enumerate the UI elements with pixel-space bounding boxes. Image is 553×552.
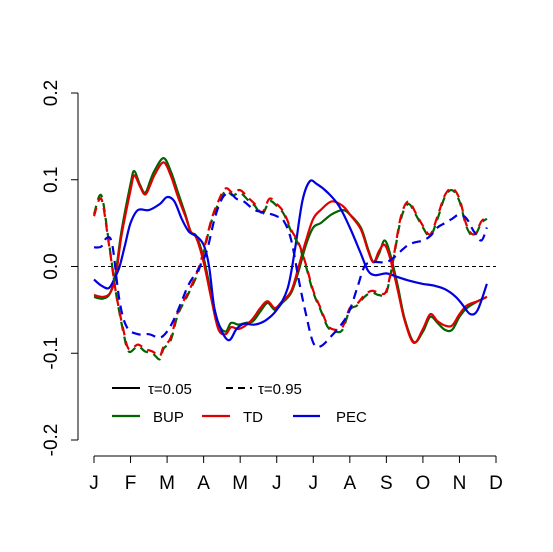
pec-lower-quantile-line: [93, 179, 488, 342]
axes: -0.2 -0.1 0.0 0.1 0.2 J F M A M J J A S O N D: [41, 80, 503, 494]
series-lines: [92, 157, 488, 361]
x-tick-label: A: [197, 473, 210, 494]
y-tick-label: 0.2: [41, 80, 62, 106]
td-upper-quantile-line: [92, 187, 488, 358]
legend-color-label: PEC: [336, 409, 367, 426]
y-tick-label: 0.1: [41, 167, 62, 193]
y-tick-label: -0.1: [41, 337, 62, 370]
pec-upper-quantile-line: [93, 191, 488, 349]
x-tick-label: O: [416, 473, 431, 494]
x-tick-label: A: [343, 473, 356, 494]
legend-linetype-label: τ=0.95: [258, 381, 302, 398]
x-tick-label: F: [125, 473, 137, 494]
bup-lower-quantile-line: [93, 157, 488, 344]
x-tick-label: J: [272, 473, 282, 494]
y-tick-label: 0.0: [41, 253, 62, 279]
y-tick-label: -0.2: [41, 424, 62, 457]
legend-color-label: BUP: [153, 409, 184, 426]
legend-color-label: TD: [243, 409, 263, 426]
x-tick-label: D: [489, 473, 503, 494]
td-lower-quantile-line: [93, 161, 488, 344]
legend: τ=0.05 τ=0.95 BUP TD PEC: [112, 381, 367, 426]
legend-linetype-label: τ=0.05: [148, 381, 192, 398]
x-tick-label: S: [380, 473, 393, 494]
x-tick-label: M: [232, 473, 248, 494]
x-tick-label: N: [453, 473, 467, 494]
x-tick-label: J: [309, 473, 319, 494]
x-tick-label: M: [159, 473, 175, 494]
x-tick-label: J: [89, 473, 99, 494]
